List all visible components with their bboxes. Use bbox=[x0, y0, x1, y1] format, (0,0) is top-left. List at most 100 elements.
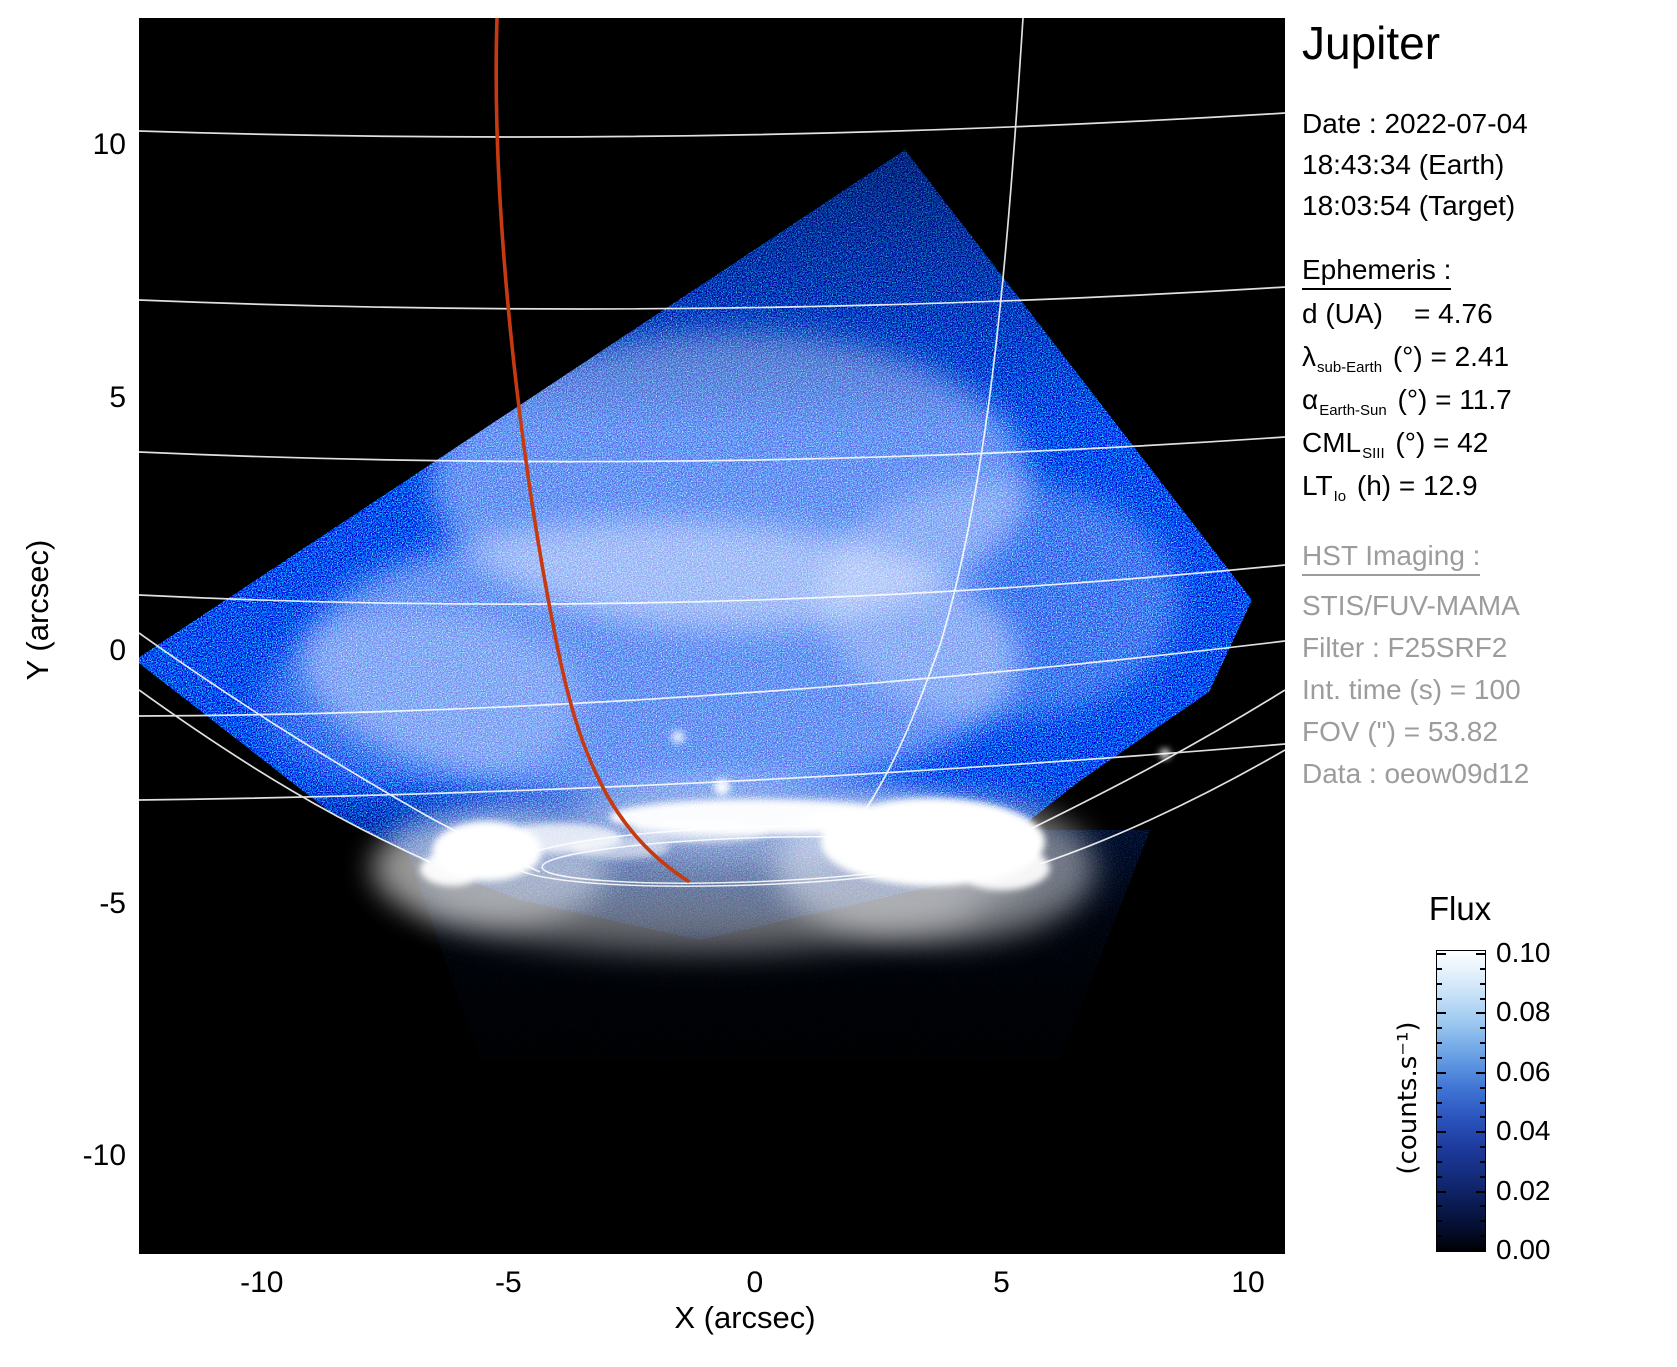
colorbar-tick-mark bbox=[1437, 1056, 1442, 1059]
sky-image bbox=[139, 18, 1285, 1254]
colorbar-tick-mark bbox=[1437, 1131, 1446, 1134]
colorbar-tick-mark bbox=[1476, 1071, 1485, 1074]
y-tick-label: -5 bbox=[99, 886, 126, 920]
hst-imaging-block: HST Imaging : STIS/FUV-MAMA Filter : F25S… bbox=[1302, 540, 1529, 800]
x-axis-title: X (arcsec) bbox=[674, 1300, 816, 1335]
colorbar-tick-mark bbox=[1480, 997, 1485, 1000]
colorbar-tick-mark bbox=[1480, 982, 1485, 985]
y-axis-tick-labels: 10 5 0 -5 -10 bbox=[30, 0, 126, 1367]
y-tick-label: 0 bbox=[109, 633, 126, 667]
ephemeris-subscript: SIII bbox=[1362, 445, 1385, 462]
colorbar-tick-mark bbox=[1437, 1205, 1442, 1208]
colorbar-tick-label: 0.04 bbox=[1496, 1115, 1551, 1147]
colorbar-tick-mark bbox=[1480, 1116, 1485, 1119]
colorbar-unit-label: (counts.s⁻¹) bbox=[1393, 1021, 1423, 1175]
x-tick-label: 10 bbox=[1231, 1266, 1265, 1299]
colorbar-tick-mark bbox=[1437, 1220, 1442, 1223]
y-tick-label: 10 bbox=[92, 128, 126, 162]
colorbar-tick-mark bbox=[1480, 1235, 1485, 1238]
time-earth-label: 18:43:34 (Earth) bbox=[1302, 149, 1505, 180]
colorbar-tick-mark bbox=[1476, 1248, 1485, 1250]
colorbar-tick-mark bbox=[1480, 1101, 1485, 1104]
ephemeris-symbol: λ bbox=[1302, 341, 1316, 372]
aurora-emission bbox=[420, 730, 1171, 890]
x-axis-tick-labels: -10 -5 0 5 10 bbox=[0, 1266, 1677, 1302]
colorbar-tick-mark bbox=[1437, 1027, 1442, 1030]
ephemeris-list: d (UA) = 4.76 λsub-Earth (°) = 2.41 αEarth… bbox=[1302, 298, 1512, 513]
colorbar-tick-mark bbox=[1437, 997, 1442, 1000]
ephemeris-symbol: LT bbox=[1302, 470, 1333, 501]
ephemeris-subscript: sub-Earth bbox=[1317, 359, 1383, 376]
ephemeris-value: (°) = 42 bbox=[1387, 427, 1489, 458]
colorbar-tick-label: 0.00 bbox=[1496, 1234, 1551, 1265]
y-axis-title: Y (arcsec) bbox=[20, 539, 55, 681]
hst-imaging-heading: HST Imaging : bbox=[1302, 540, 1481, 576]
red-meridian-track bbox=[494, 18, 690, 883]
hst-imaging-line: FOV (") = 53.82 bbox=[1302, 716, 1498, 747]
colorbar-tick-mark bbox=[1437, 1160, 1442, 1163]
colorbar-tick-mark bbox=[1480, 1042, 1485, 1045]
colorbar-tick-mark bbox=[1480, 967, 1485, 970]
colorbar-tick-mark bbox=[1437, 1175, 1442, 1178]
colorbar-tick-mark bbox=[1476, 953, 1485, 955]
colorbar-tick-mark bbox=[1437, 953, 1446, 955]
colorbar-tick-label: 0.06 bbox=[1496, 1055, 1551, 1087]
ephemeris-value: (UA) = 4.76 bbox=[1317, 298, 1493, 329]
page-title: Jupiter bbox=[1302, 17, 1441, 69]
ephemeris-row: d (UA) = 4.76 bbox=[1302, 298, 1512, 341]
colorbar-tick-mark bbox=[1437, 1071, 1446, 1074]
colorbar-tick-mark bbox=[1476, 1190, 1485, 1193]
ephemeris-row: αEarth-Sun (°) = 11.7 bbox=[1302, 384, 1512, 427]
time-target-label: 18:03:54 (Target) bbox=[1302, 190, 1516, 221]
ephemeris-heading: Ephemeris : bbox=[1302, 254, 1452, 290]
ephemeris-symbol: α bbox=[1302, 384, 1319, 415]
colorbar-title: Flux bbox=[1428, 890, 1492, 927]
ephemeris-subscript: Earth-Sun bbox=[1319, 402, 1387, 419]
hst-imaging-line: Data : oeow09d12 bbox=[1302, 758, 1530, 789]
x-tick-label: -10 bbox=[240, 1266, 284, 1299]
colorbar-tick-mark bbox=[1480, 1175, 1485, 1178]
ephemeris-row: λsub-Earth (°) = 2.41 bbox=[1302, 341, 1512, 384]
colorbar-tick-mark bbox=[1437, 982, 1442, 985]
colorbar-tick-mark bbox=[1437, 1235, 1442, 1238]
colorbar-tick-mark bbox=[1480, 1056, 1485, 1059]
hst-imaging-line: Int. time (s) = 100 bbox=[1302, 674, 1521, 705]
colorbar-tick-mark bbox=[1480, 1027, 1485, 1030]
hst-imaging-line: STIS/FUV-MAMA bbox=[1302, 590, 1520, 621]
x-tick-label: 0 bbox=[746, 1266, 764, 1299]
colorbar-tick-mark bbox=[1480, 1160, 1485, 1163]
colorbar-tick-label: 0.08 bbox=[1496, 996, 1551, 1028]
colorbar-tick-mark bbox=[1437, 1116, 1442, 1119]
date-label: Date : 2022-07-04 bbox=[1302, 108, 1528, 139]
hst-imaging-line: Filter : F25SRF2 bbox=[1302, 632, 1508, 663]
colorbar-tick-mark bbox=[1437, 1248, 1446, 1250]
colorbar-tick-label: 0.02 bbox=[1496, 1174, 1551, 1206]
ephemeris-value: (°) = 2.41 bbox=[1385, 341, 1510, 372]
colorbar-tick-mark bbox=[1437, 1146, 1442, 1149]
colorbar-tick-mark bbox=[1480, 1086, 1485, 1089]
hst-imaging-list: STIS/FUV-MAMA Filter : F25SRF2 Int. time (… bbox=[1302, 590, 1529, 800]
colorbar-tick-mark bbox=[1476, 1012, 1485, 1015]
ephemeris-symbol: CML bbox=[1302, 427, 1362, 458]
colorbar-tick-mark bbox=[1437, 1086, 1442, 1089]
colorbar-tick-mark bbox=[1480, 1220, 1485, 1223]
colorbar-tick-label: 0.10 bbox=[1496, 937, 1551, 968]
colorbar-gradient bbox=[1436, 950, 1486, 1252]
ephemeris-row: CMLSIII (°) = 42 bbox=[1302, 427, 1512, 470]
ephemeris-value: (h) = 12.9 bbox=[1349, 470, 1478, 501]
colorbar-tick-mark bbox=[1437, 967, 1442, 970]
y-tick-label: 5 bbox=[109, 381, 126, 415]
ephemeris-row: LTIo (h) = 12.9 bbox=[1302, 470, 1512, 513]
ephemeris-subscript: Io bbox=[1333, 488, 1347, 505]
plot-area bbox=[139, 18, 1285, 1254]
y-tick-label: -10 bbox=[82, 1139, 126, 1173]
colorbar-tick-mark bbox=[1480, 1205, 1485, 1208]
colorbar-tick-mark bbox=[1437, 1190, 1446, 1193]
ephemeris-symbol: d bbox=[1302, 298, 1318, 329]
colorbar-tick-mark bbox=[1480, 1146, 1485, 1149]
colorbar-tick-mark bbox=[1437, 1042, 1442, 1045]
colorbar-tick-mark bbox=[1476, 1131, 1485, 1134]
colorbar-tick-mark bbox=[1437, 1101, 1442, 1104]
x-tick-label: 5 bbox=[993, 1266, 1010, 1299]
